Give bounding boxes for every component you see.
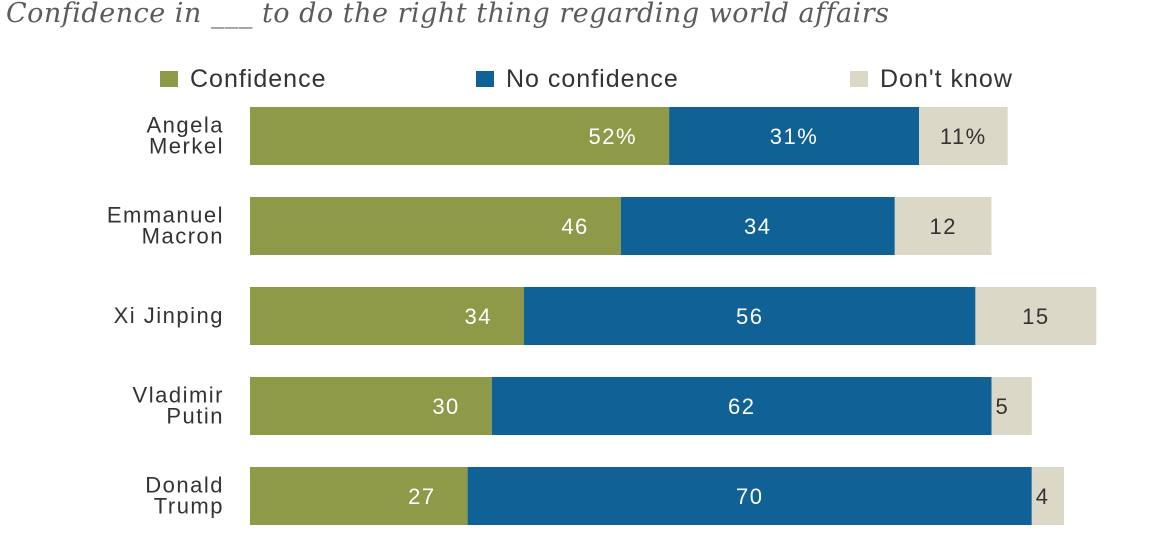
data-label-don-t-know-emmanuel-macron: 12 xyxy=(929,214,956,239)
legend-label-no-confidence: No confidence xyxy=(506,64,679,93)
data-label-confidence-donald-trump: 27 xyxy=(408,484,435,509)
data-label-confidence-vladimir-putin: 30 xyxy=(432,394,459,419)
legend-item-dont-know: Don't know xyxy=(850,64,1013,94)
data-label-no-confidence-donald-trump: 70 xyxy=(736,484,763,509)
bar-segment-no-confidence-emmanuel-macron xyxy=(620,197,895,255)
data-label-no-confidence-emmanuel-macron: 34 xyxy=(744,214,771,239)
bar-segment-no-confidence-vladimir-putin xyxy=(491,377,992,435)
bar-segment-don-t-know-angela-merkel xyxy=(919,107,1008,165)
legend-item-no-confidence: No confidence xyxy=(476,64,679,94)
category-label-emmanuel-macron: Emmanuel Macron xyxy=(107,203,224,249)
data-label-don-t-know-donald-trump: 4 xyxy=(1036,484,1050,509)
data-label-no-confidence-xi-jinping: 56 xyxy=(736,304,763,329)
chart-title: Confidence in ___ to do the right thing … xyxy=(6,0,890,29)
bar-segment-don-t-know-vladimir-putin xyxy=(991,377,1032,435)
bar-segment-no-confidence-donald-trump xyxy=(467,467,1032,525)
legend-item-confidence: Confidence xyxy=(160,64,326,94)
data-label-no-confidence-angela-merkel: 31% xyxy=(770,124,819,149)
data-label-no-confidence-vladimir-putin: 62 xyxy=(728,394,755,419)
data-label-confidence-emmanuel-macron: 46 xyxy=(561,214,588,239)
bar-segment-confidence-angela-merkel xyxy=(250,107,670,165)
bar-segment-no-confidence-xi-jinping xyxy=(524,287,976,345)
bar-segment-confidence-emmanuel-macron xyxy=(250,197,621,255)
bar-segment-confidence-xi-jinping xyxy=(250,287,524,345)
bar-segment-don-t-know-donald-trump xyxy=(1031,467,1064,525)
data-label-don-t-know-angela-merkel: 11% xyxy=(940,124,987,149)
bar-segment-confidence-vladimir-putin xyxy=(250,377,492,435)
bar-segment-don-t-know-emmanuel-macron xyxy=(894,197,992,255)
legend-label-dont-know: Don't know xyxy=(880,64,1013,93)
bar-segment-confidence-donald-trump xyxy=(250,467,468,525)
legend-swatch-confidence xyxy=(160,71,178,87)
data-label-confidence-angela-merkel: 52% xyxy=(589,124,638,149)
legend-swatch-dont-know xyxy=(850,71,868,87)
data-label-confidence-xi-jinping: 34 xyxy=(465,304,492,329)
legend-swatch-no-confidence xyxy=(476,71,494,87)
bar-segment-no-confidence-angela-merkel xyxy=(669,107,919,165)
category-label-angela-merkel: Angela Merkel xyxy=(146,113,224,159)
bar-segment-don-t-know-xi-jinping xyxy=(975,287,1097,345)
legend-label-confidence: Confidence xyxy=(190,64,327,93)
data-label-don-t-know-xi-jinping: 15 xyxy=(1022,304,1049,329)
category-label-vladimir-putin: Vladimir Putin xyxy=(133,383,224,429)
category-label-xi-jinping: Xi Jinping xyxy=(114,303,224,328)
category-label-donald-trump: Donald Trump xyxy=(145,473,224,519)
data-label-don-t-know-vladimir-putin: 5 xyxy=(996,394,1010,419)
